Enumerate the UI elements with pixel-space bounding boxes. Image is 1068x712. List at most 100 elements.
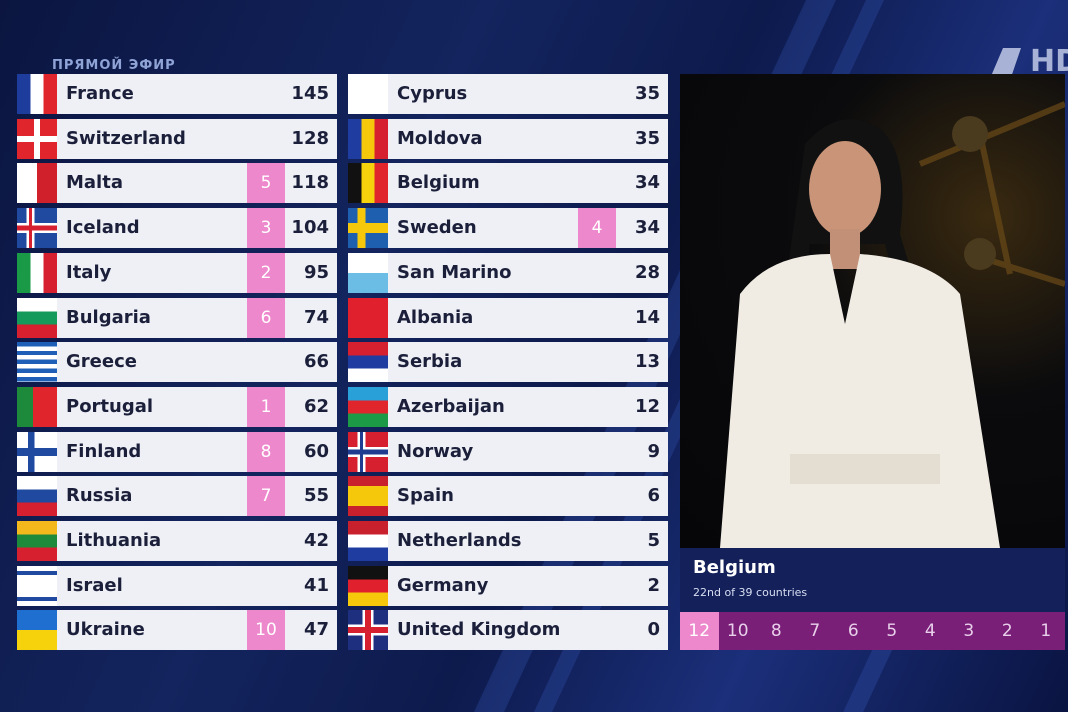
score-bar: Moldova 35 (388, 118, 668, 159)
country-name: Ukraine (66, 619, 145, 641)
score-row: Spain 6 (348, 476, 668, 517)
score-row: Cyprus 35 (348, 74, 668, 114)
score-bar: Cyprus 35 (388, 74, 668, 114)
score-row: Ukraine 10 47 (17, 610, 337, 651)
points-given: 2 (247, 252, 285, 293)
score-bar: Lithuania 42 (57, 521, 337, 561)
country-name: Portugal (66, 395, 154, 417)
score-row: Albania 14 (348, 297, 668, 338)
total-points: 42 (303, 530, 329, 551)
flag-icon (17, 163, 57, 204)
flag-icon (348, 342, 388, 383)
flag-icon (348, 565, 388, 606)
voter-rank: 22nd of 39 countries (693, 586, 808, 599)
score-row: France 145 (17, 74, 337, 114)
points-cell: 2 (1001, 621, 1013, 641)
country-name: Bulgaria (66, 306, 151, 328)
country-name: Israel (66, 574, 123, 596)
score-bar: Azerbaijan 12 (388, 386, 668, 427)
total-points: 118 (291, 172, 329, 194)
score-bar: Israel 41 (57, 565, 337, 606)
flag-icon (348, 74, 388, 114)
score-bar: Russia 7 55 (57, 476, 337, 517)
score-bar: Germany 2 (388, 565, 668, 606)
score-row: Malta 5 118 (17, 163, 337, 204)
country-name: Switzerland (66, 127, 186, 149)
country-name: Lithuania (66, 530, 162, 551)
score-bar: Switzerland 128 (57, 118, 337, 159)
country-name: Sweden (397, 217, 477, 239)
presenter-video (680, 74, 1065, 548)
score-row: Moldova 35 (348, 118, 668, 159)
score-row: Iceland 3 104 (17, 208, 337, 249)
total-points: 35 (634, 83, 660, 104)
points-cell: 10 (726, 621, 749, 641)
total-points: 104 (291, 217, 329, 239)
logo-hd: HD (1030, 44, 1068, 79)
voter-panel: Belgium 22nd of 39 countries (680, 548, 1065, 612)
score-bar: Serbia 13 (388, 342, 668, 383)
voter-country: Belgium (693, 557, 776, 578)
country-name: Russia (66, 485, 133, 507)
total-points: 35 (634, 127, 660, 149)
flag-icon (17, 386, 57, 427)
score-bar: Greece 66 (57, 342, 337, 383)
points-given: 5 (247, 163, 285, 204)
points-given: 4 (578, 208, 616, 249)
score-bar: Italy 2 95 (57, 252, 337, 293)
score-bar: United Kingdom 0 (388, 610, 668, 651)
flag-icon (17, 610, 57, 651)
total-points: 28 (634, 261, 660, 283)
score-row: San Marino 28 (348, 252, 668, 293)
country-name: San Marino (397, 261, 512, 283)
flag-icon (17, 476, 57, 517)
country-name: Greece (66, 351, 137, 373)
points-given: 8 (247, 431, 285, 472)
points-given: 3 (247, 208, 285, 249)
flag-icon (17, 208, 57, 249)
bg-stripe (843, 640, 897, 712)
score-bar: Albania 14 (388, 297, 668, 338)
score-row: Netherlands 5 (348, 521, 668, 561)
total-points: 34 (634, 217, 660, 239)
total-points: 2 (647, 574, 660, 596)
points-strip: 12 10 8 7 6 5 4 3 2 1 (680, 612, 1065, 650)
total-points: 47 (303, 619, 329, 641)
total-points: 12 (634, 395, 660, 417)
total-points: 41 (303, 574, 329, 596)
flag-icon (17, 431, 57, 472)
score-bar: France 145 (57, 74, 337, 114)
score-row: Switzerland 128 (17, 118, 337, 159)
score-row: Sweden 4 34 (348, 208, 668, 249)
score-row: Belgium 34 (348, 163, 668, 204)
score-row: Finland 8 60 (17, 431, 337, 472)
score-bar: Netherlands 5 (388, 521, 668, 561)
country-name: Germany (397, 574, 489, 596)
score-row: Lithuania 42 (17, 521, 337, 561)
flag-icon (17, 565, 57, 606)
country-name: Finland (66, 440, 142, 462)
points-cell: 3 (963, 621, 975, 641)
flag-icon (17, 297, 57, 338)
flag-icon (348, 297, 388, 338)
total-points: 95 (303, 261, 329, 283)
country-name: Serbia (397, 351, 463, 373)
country-name: Iceland (66, 217, 140, 239)
flag-icon (17, 74, 57, 114)
country-name: Albania (397, 306, 474, 328)
flag-icon (17, 342, 57, 383)
country-name: Moldova (397, 127, 483, 149)
score-row: Russia 7 55 (17, 476, 337, 517)
points-cell: 7 (809, 621, 821, 641)
total-points: 74 (303, 306, 329, 328)
score-bar: Spain 6 (388, 476, 668, 517)
country-name: Netherlands (397, 530, 522, 551)
score-row: Serbia 13 (348, 342, 668, 383)
points-given: 7 (247, 476, 285, 517)
points-cell: 4 (924, 621, 936, 641)
score-row: Italy 2 95 (17, 252, 337, 293)
total-points: 66 (303, 351, 329, 373)
flag-icon (348, 386, 388, 427)
total-points: 62 (303, 395, 329, 417)
score-bar: Iceland 3 104 (57, 208, 337, 249)
